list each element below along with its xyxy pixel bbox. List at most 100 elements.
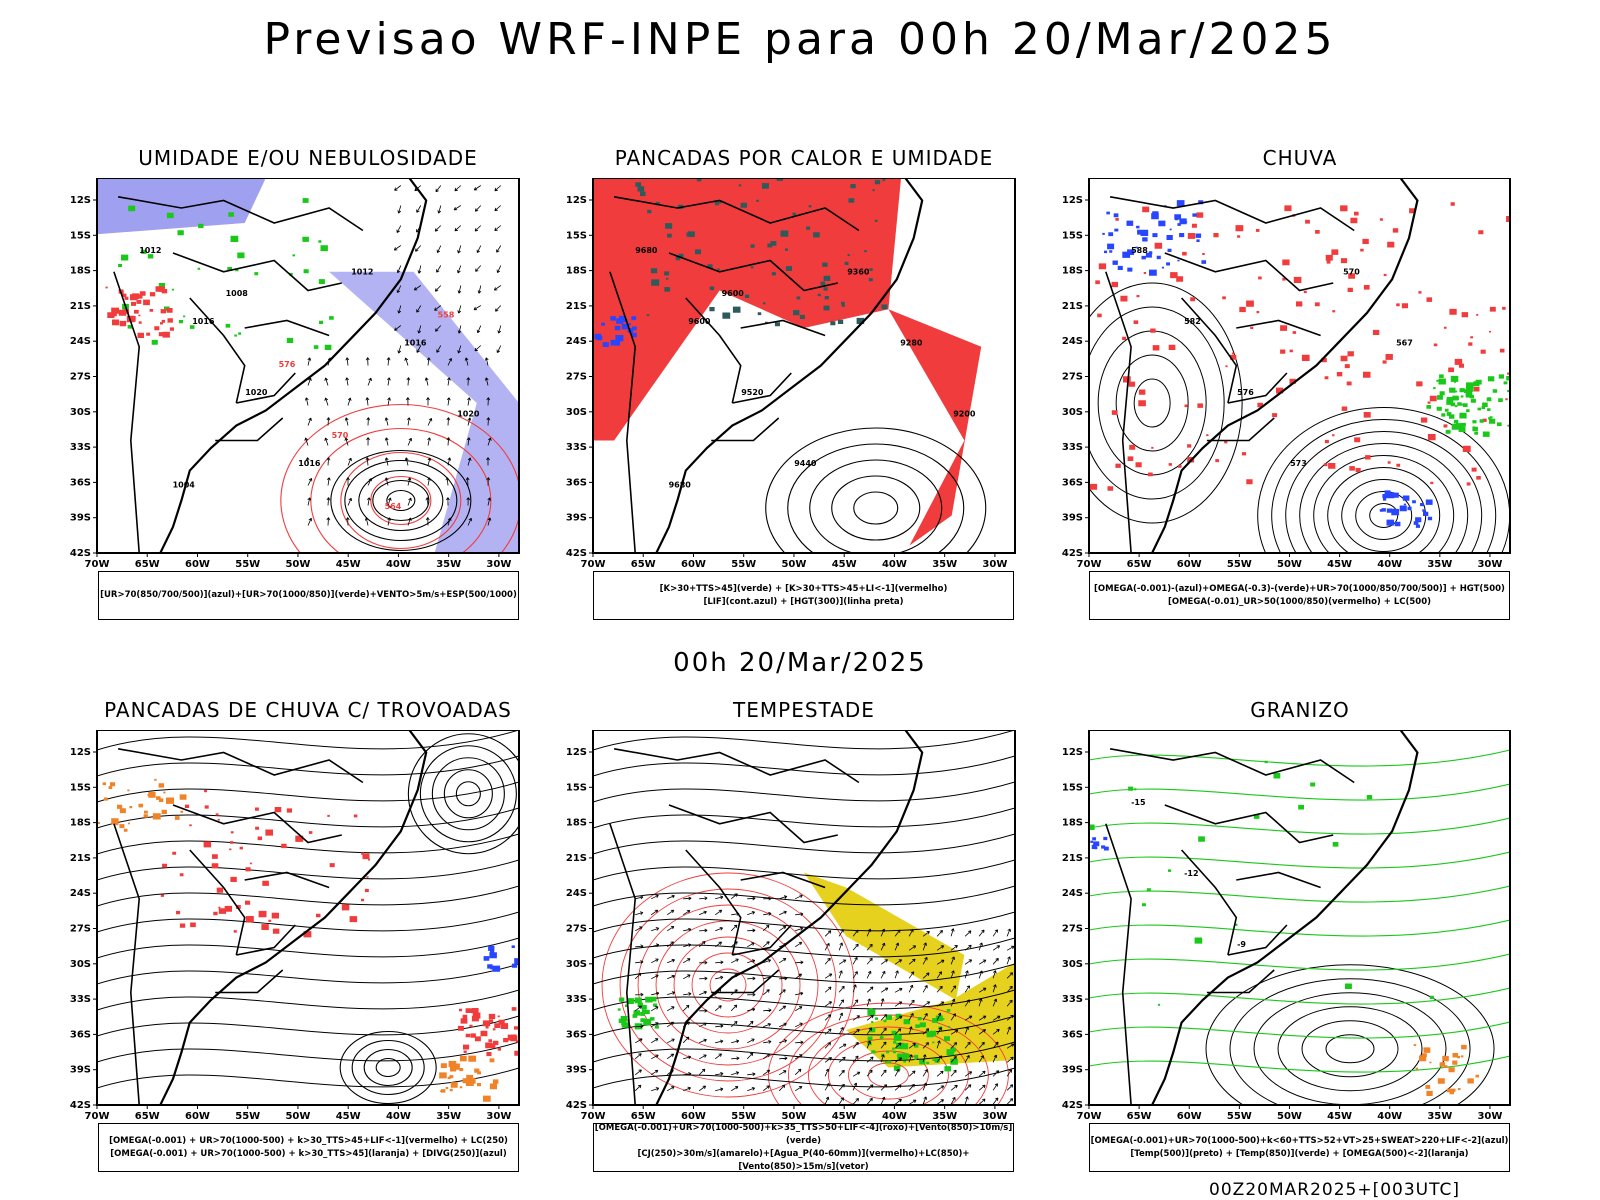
legend-line: [CJ(250)>30m/s](amarelo)+[Agua_P(40-60mm… <box>637 1148 970 1172</box>
omega-rain-red <box>1089 202 1510 491</box>
lon-tick-label: 70W <box>581 1111 606 1122</box>
lat-tick-label: 15S <box>1062 782 1083 793</box>
hgt500-contour <box>1355 491 1413 540</box>
hail-blue <box>1090 836 1109 851</box>
legend-line: [OMEGA(-0.001)-(azul)+OMEGA(-0.3)-(verde… <box>1094 583 1505 594</box>
temp500-contour <box>1325 1034 1375 1064</box>
contour-label: 9200 <box>953 410 976 419</box>
contour-label: 9600 <box>688 317 711 326</box>
contour-label: -15 <box>1131 798 1146 807</box>
contour-label: 1012 <box>351 268 373 277</box>
mid-title: 00h 20/Mar/2025 <box>673 648 927 678</box>
lat-tick-label: 12S <box>1062 747 1083 758</box>
hgt500-contour <box>1369 503 1399 528</box>
contour-label: 588 <box>1131 246 1148 255</box>
map-background <box>97 730 519 1105</box>
legend-line: [OMEGA(-0.001)+UR>70(1000-500)+k<60+TTS>… <box>1090 1135 1509 1146</box>
lat-tick-label: 27S <box>1062 924 1083 935</box>
lon-tick-label: 65W <box>631 1111 656 1122</box>
lon-tick-label: 50W <box>781 1111 806 1122</box>
lon-tick-label: 30W <box>1477 1111 1502 1122</box>
country-borders <box>1105 196 1355 553</box>
lon-tick-label: 60W <box>185 1111 210 1122</box>
map-frame <box>96 730 520 1106</box>
lat-tick-label: 33S <box>70 442 91 453</box>
humidity-mid-shading <box>329 271 519 553</box>
lat-tick-label: 33S <box>566 442 587 453</box>
contour-label: 576 <box>1237 388 1254 397</box>
humidity-mid-shading <box>97 178 266 235</box>
lif-contour <box>594 315 637 347</box>
lat-tick-label: 30S <box>70 407 91 418</box>
lat-tick-label: 24S <box>566 888 587 899</box>
lc850-red <box>673 936 783 1034</box>
contour-label: 558 <box>438 311 455 320</box>
panel-title: UMIDADE E/OU NEBULOSIDADE <box>138 146 478 170</box>
lat-tick-label: 18S <box>1062 818 1083 829</box>
lon-tick-label: 35W <box>1427 559 1452 570</box>
contour-label: 570 <box>1343 268 1360 277</box>
hgt300-contour <box>809 459 943 553</box>
lon-tick-label: 40W <box>386 559 411 570</box>
lat-tick-label: 42S <box>70 1100 91 1111</box>
legend-box: [OMEGA(-0.001)+UR>70(1000-500)+k>35_TTS>… <box>593 1123 1014 1172</box>
streamline-250 <box>97 989 519 1011</box>
lon-tick-label: 35W <box>436 559 461 570</box>
lon-tick-label: 40W <box>1377 559 1402 570</box>
streamline-250 <box>97 885 519 907</box>
streamline-250 <box>97 807 519 829</box>
lon-tick-label: 30W <box>486 559 511 570</box>
lat-tick-label: 15S <box>70 230 91 241</box>
lon-tick-label: 40W <box>1377 1111 1402 1122</box>
lc850-red <box>691 952 765 1018</box>
country-borders <box>1105 748 1355 1105</box>
lat-tick-label: 27S <box>566 924 587 935</box>
temp850-contour <box>1089 1055 1510 1073</box>
map-panel: 588 582 576 573 570 567 12S 15S 18S 21S 24S 27S 30S 3… <box>1062 178 1511 570</box>
contour-label: 564 <box>385 502 402 511</box>
temp850-contour <box>1089 987 1510 1005</box>
legend-line: [OMEGA(-0.001) + UR>70(1000-500) + k>30_… <box>110 1148 507 1159</box>
map-frame <box>96 178 520 554</box>
lat-tick-label: 36S <box>70 477 91 488</box>
map-frame <box>1088 178 1511 554</box>
streamline-250 <box>97 781 519 803</box>
temp500-contour <box>1229 978 1471 1105</box>
lat-tick-label: 15S <box>566 230 587 241</box>
lat-tick-label: 39S <box>70 1065 91 1076</box>
temp850-contour <box>1089 749 1510 767</box>
lon-tick-label: 65W <box>1127 559 1152 570</box>
lc850-red <box>593 1041 1015 1063</box>
thunder-orange <box>439 1055 499 1102</box>
lon-tick-label: 30W <box>982 559 1007 570</box>
thunder-orange <box>97 778 187 832</box>
lon-tick-label: 60W <box>1177 1111 1202 1122</box>
legend-line: [OMEGA(-0.01)_UR>50(1000/850)(vermelho) … <box>1167 596 1432 607</box>
temp850-contour <box>1089 885 1510 903</box>
lc850-red <box>601 872 855 1098</box>
map-frame <box>592 178 1016 554</box>
thickness-contour <box>105 286 174 338</box>
lc850-red <box>593 1067 1015 1089</box>
lat-tick-label: 42S <box>1062 1100 1083 1111</box>
hgt500-contour <box>1327 467 1441 553</box>
lat-tick-label: 15S <box>70 782 91 793</box>
lc850-red <box>827 1038 949 1105</box>
contour-label: 9680 <box>669 481 692 490</box>
lon-tick-label: 60W <box>185 559 210 570</box>
contour-label: 9360 <box>847 268 870 277</box>
lat-tick-label: 36S <box>1062 1029 1083 1040</box>
coastline <box>655 178 924 553</box>
lat-tick-label: 30S <box>1062 959 1083 970</box>
contour-label: 9600 <box>722 289 745 298</box>
omega-rain-blue <box>1379 490 1433 528</box>
contour-label: 9680 <box>635 246 658 255</box>
streamline-250 <box>363 1048 413 1087</box>
country-borders <box>609 196 860 553</box>
map-background <box>1089 730 1510 1105</box>
lat-tick-label: 21S <box>1062 853 1083 864</box>
lc850-red <box>593 963 1015 985</box>
omega-rain-green <box>1426 374 1510 437</box>
lat-tick-label: 12S <box>566 747 587 758</box>
